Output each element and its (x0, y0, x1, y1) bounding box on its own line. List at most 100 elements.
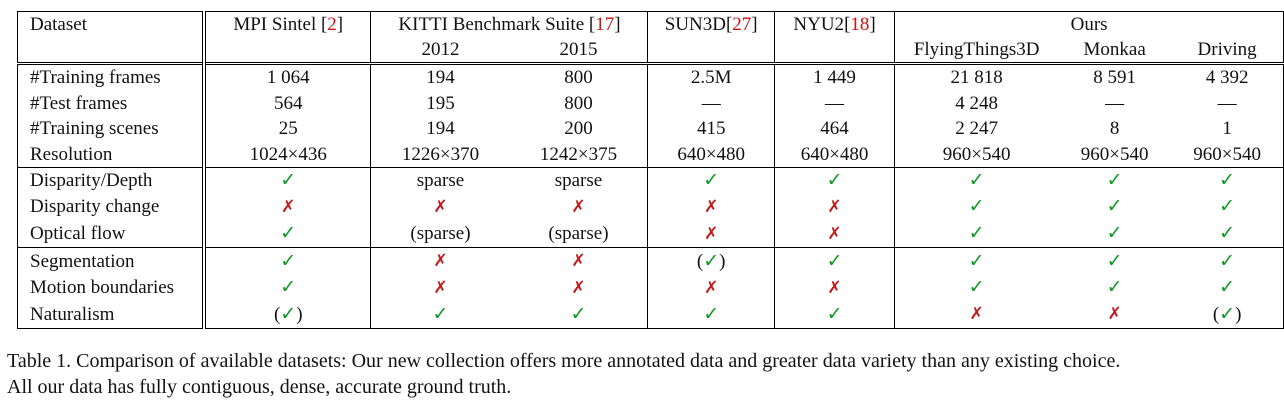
header-sun3d-bracket-open: [ (725, 14, 733, 35)
header-mpi-bracket-open: [ (320, 14, 328, 35)
cell-value: (sparse) (548, 223, 609, 245)
header-sun3d-ref[interactable]: 27 (732, 14, 752, 35)
caption-line-1: Table 1. Comparison of available dataset… (7, 350, 1121, 372)
table-row: Disparity change ✗ ✗ ✗ ✗ ✗ ✓ ✓ ✓ (18, 193, 1284, 221)
table-cell: 25 (201, 116, 371, 142)
table-cell: ✓ (1171, 275, 1283, 302)
table-cell: ✗ (1058, 301, 1171, 328)
check-icon: (✓) (1212, 302, 1242, 325)
check-icon: ✓ (1106, 276, 1123, 299)
table-cell: ✓ (1058, 221, 1171, 248)
table-cell: ✓ (201, 167, 371, 194)
table-cell: ✓ (1058, 167, 1172, 194)
table-cell: ✗ (509, 194, 648, 221)
table-cell: 21 818 (894, 61, 1059, 91)
table-cell: ✓ (370, 301, 510, 329)
table-cell: — (1171, 91, 1283, 117)
header-nyu2-ref[interactable]: 18 (850, 14, 870, 35)
check-icon: ✓ (280, 276, 297, 299)
cell-value: 25 (278, 118, 298, 140)
table-cell: 1242×375 (509, 142, 648, 168)
table-cell: ✓ (1058, 247, 1172, 275)
check-icon: ✓ (826, 249, 843, 272)
header-kitti-2015: 2015 (559, 39, 598, 60)
table-cell: 464 (773, 116, 895, 142)
cell-value: 8 (1109, 118, 1120, 140)
caption-line-2: All our data has fully contiguous, dense… (7, 376, 512, 398)
table-cell: ✗ (509, 247, 648, 275)
table-cell: 960×540 (1171, 142, 1283, 168)
table-cell: ✗ (647, 193, 775, 221)
cell-value: 1226×370 (401, 143, 480, 165)
row-label: Naturalism (30, 303, 115, 325)
table-cell: ✗ (201, 193, 371, 221)
header-kitti-ref[interactable]: 17 (595, 14, 615, 35)
header-flyingthings3d: FlyingThings3D (894, 37, 1059, 64)
header-nyu2: NYU2[18] (773, 11, 895, 64)
cross-icon: ✗ (704, 223, 719, 244)
table-cell: 1 (1171, 116, 1283, 142)
table-cell: 4 248 (894, 90, 1059, 117)
table-cell: 1 064 (201, 61, 371, 91)
cross-icon: ✗ (571, 277, 586, 298)
table-row: Optical flow ✓ (sparse) (sparse) ✗ ✗ ✓ ✓ ✓ (18, 220, 1284, 248)
cell-value: 1 (1222, 118, 1232, 140)
header-kitti-2012: 2012 (370, 37, 510, 64)
table-cell: ✓ (201, 220, 371, 248)
table-row: #Test frames 564 195 800 — — 4 248 — — (18, 90, 1284, 117)
table-cell: ✓ (773, 301, 895, 329)
check-icon: ✓ (1219, 195, 1236, 218)
cross-icon: ✗ (433, 277, 448, 298)
corner-label: Dataset (30, 14, 87, 35)
cell-value: 564 (273, 92, 303, 114)
table-row: Naturalism (✓) ✓ ✓ ✓ ✓ ✗ ✗ (✓) (18, 301, 1284, 329)
table-cell: — (773, 90, 895, 117)
table-row: Motion boundaries ✓ ✗ ✗ ✗ ✗ ✓ ✓ ✓ (18, 274, 1284, 302)
table-cell: — (647, 90, 775, 117)
table-cell: (sparse) (509, 221, 648, 248)
table-cell: ✓ (1058, 275, 1171, 302)
cell-value: 640×480 (677, 143, 746, 165)
table-cell: sparse (370, 167, 510, 194)
table-cell: ✗ (773, 220, 895, 248)
check-icon: ✓ (1106, 195, 1123, 218)
table-cell: ✓ (894, 274, 1059, 302)
table-cell: (✓) (1171, 301, 1283, 328)
header-sun3d-bracket-close: ] (751, 14, 758, 35)
table-cell: ✓ (1058, 194, 1171, 221)
header-monkaa: Monkaa (1083, 39, 1146, 60)
check-icon: ✓ (968, 169, 985, 192)
table-cell: ✓ (647, 167, 775, 194)
table-cell: 800 (509, 91, 648, 117)
header-nyu2-name: NYU2 (793, 14, 845, 35)
cross-icon: ✗ (571, 251, 586, 272)
header-sun3d: SUN3D[27] (647, 11, 775, 64)
cell-value: (sparse) (410, 223, 471, 245)
table-cell: (✓) (201, 301, 371, 329)
check-icon: ✓ (1219, 169, 1236, 192)
check-icon: ✓ (968, 195, 985, 218)
check-icon: ✓ (1106, 249, 1123, 272)
header-kitti-name: KITTI Benchmark Suite (398, 14, 589, 35)
table-cell: ✗ (509, 275, 648, 302)
check-icon: ✓ (280, 169, 297, 192)
cell-value: 1 064 (266, 67, 310, 88)
cell-value: — (701, 92, 721, 114)
header-nyu2-bracket-open: [ (844, 14, 851, 35)
cross-icon: ✗ (827, 223, 842, 244)
row-label: #Training frames (17, 61, 204, 91)
header-mpi-ref[interactable]: 2 (327, 14, 337, 35)
table-cell: ✓ (894, 220, 1059, 248)
check-icon: (✓) (696, 249, 726, 272)
cross-icon: ✗ (704, 277, 719, 298)
table-cell: ✗ (647, 274, 775, 302)
cell-value: sparse (554, 170, 603, 192)
table-cell: ✗ (370, 274, 510, 302)
table-cell: ✓ (894, 193, 1059, 221)
cross-icon: ✗ (571, 196, 586, 217)
cross-icon: ✗ (433, 251, 448, 272)
cross-icon: ✗ (281, 196, 296, 217)
table-cell: 8 (1058, 116, 1171, 142)
header-kitti-bracket-close: ] (614, 14, 621, 35)
cell-value: — (1217, 92, 1237, 114)
